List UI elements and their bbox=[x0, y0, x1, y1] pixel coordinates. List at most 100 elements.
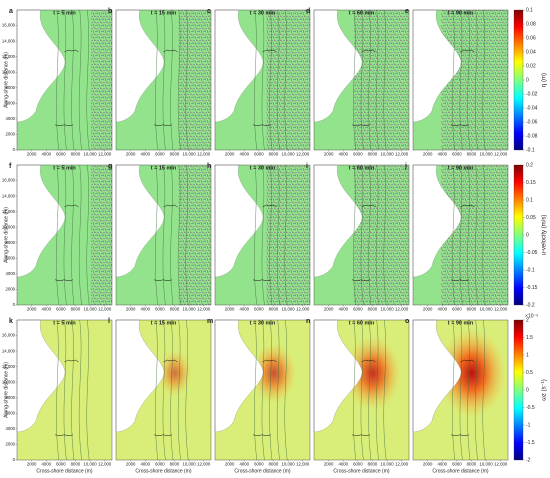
colorbar-label: u-velocity (m/s) bbox=[542, 215, 548, 256]
colorbar-tick-label: -0.15 bbox=[526, 285, 538, 291]
x-tick-label: 10,000 bbox=[479, 462, 493, 467]
x-tick-label: 6000 bbox=[353, 307, 363, 312]
contour bbox=[284, 9, 288, 151]
contour bbox=[459, 164, 463, 306]
contour bbox=[261, 319, 265, 461]
x-tick-label: 2000 bbox=[423, 462, 433, 467]
x-tick-label: 4000 bbox=[140, 152, 150, 157]
x-tick-label: 2000 bbox=[324, 462, 334, 467]
vorticity-patch bbox=[344, 335, 402, 412]
land bbox=[313, 164, 363, 278]
panel-frame bbox=[313, 164, 410, 306]
colorbar bbox=[513, 164, 524, 306]
contour bbox=[368, 319, 372, 461]
panel-label: i bbox=[306, 163, 308, 170]
x-tick-label: 12,000 bbox=[395, 152, 409, 157]
contour bbox=[63, 164, 67, 306]
panel-frame bbox=[412, 9, 509, 151]
reef-outline bbox=[153, 359, 178, 437]
contour bbox=[254, 9, 257, 151]
panel-label: k bbox=[9, 318, 13, 325]
y-tick-label: 12,000 bbox=[2, 54, 16, 59]
contour bbox=[162, 319, 166, 461]
x-tick-label: 2000 bbox=[27, 307, 37, 312]
x-tick-label: 2000 bbox=[225, 462, 235, 467]
y-tick-label: 0 bbox=[13, 147, 16, 152]
y-tick-label: 12,000 bbox=[2, 364, 16, 369]
x-tick-label: 8000 bbox=[368, 152, 378, 157]
x-tick-label: 6000 bbox=[56, 307, 66, 312]
contour bbox=[261, 164, 265, 306]
panel-frame bbox=[412, 319, 509, 461]
x-tick-label: 8000 bbox=[269, 307, 279, 312]
reef-outline bbox=[54, 204, 79, 282]
contour bbox=[276, 9, 280, 151]
x-tick-label: 6000 bbox=[254, 152, 264, 157]
panel-title: t = 5 min bbox=[53, 320, 76, 326]
contour bbox=[71, 319, 75, 461]
x-axis-label: Cross-shore distance (m) bbox=[432, 468, 488, 474]
x-tick-label: 2000 bbox=[126, 462, 136, 467]
land bbox=[16, 319, 66, 433]
colorbar-tick-label: 1 bbox=[526, 352, 529, 358]
x-tick-label: 2000 bbox=[423, 152, 433, 157]
x-tick-label: 4000 bbox=[338, 307, 348, 312]
y-tick-label: 0 bbox=[13, 457, 16, 462]
contour bbox=[482, 164, 486, 306]
contour bbox=[71, 9, 75, 151]
x-tick-label: 2000 bbox=[27, 152, 37, 157]
x-axis-label: Cross-shore distance (m) bbox=[333, 468, 389, 474]
panel-title: t = 15 min bbox=[151, 10, 177, 16]
reef-outline bbox=[153, 49, 178, 127]
panel-title: t = 15 min bbox=[151, 320, 177, 326]
land bbox=[16, 164, 66, 278]
y-tick-label: 10,000 bbox=[2, 224, 16, 229]
reef-outline bbox=[450, 204, 475, 282]
x-tick-label: 10,000 bbox=[83, 152, 97, 157]
x-axis-label: Cross-shore distance (m) bbox=[36, 468, 92, 474]
contour bbox=[86, 164, 90, 306]
panel-title: t = 30 min bbox=[250, 10, 276, 16]
contour bbox=[482, 319, 486, 461]
x-tick-label: 8000 bbox=[467, 307, 477, 312]
contour bbox=[170, 319, 174, 461]
x-tick-label: 4000 bbox=[41, 462, 51, 467]
contour bbox=[78, 319, 82, 461]
colorbar-tick-label: 0.15 bbox=[526, 180, 536, 186]
colorbar-tick-label: -0.5 bbox=[526, 405, 535, 411]
x-tick-label: 10,000 bbox=[479, 307, 493, 312]
contour bbox=[155, 164, 158, 306]
y-tick-label: 6000 bbox=[5, 100, 15, 105]
y-tick-label: 14,000 bbox=[2, 38, 16, 43]
x-tick-label: 4000 bbox=[41, 152, 51, 157]
x-tick-label: 4000 bbox=[437, 462, 447, 467]
x-tick-label: 2000 bbox=[225, 307, 235, 312]
x-tick-label: 8000 bbox=[467, 152, 477, 157]
land bbox=[115, 164, 165, 278]
noise bbox=[441, 165, 508, 305]
x-tick-label: 10,000 bbox=[479, 152, 493, 157]
x-tick-label: 8000 bbox=[170, 462, 180, 467]
contour bbox=[177, 164, 181, 306]
x-tick-label: 2000 bbox=[27, 462, 37, 467]
x-tick-label: 12,000 bbox=[494, 462, 508, 467]
x-tick-label: 8000 bbox=[368, 462, 378, 467]
x-tick-label: 8000 bbox=[368, 307, 378, 312]
x-tick-label: 2000 bbox=[126, 307, 136, 312]
panel-label: c bbox=[207, 8, 211, 15]
y-tick-label: 2000 bbox=[5, 132, 15, 137]
contour bbox=[474, 319, 478, 461]
x-tick-label: 12,000 bbox=[197, 307, 211, 312]
x-tick-label: 8000 bbox=[269, 462, 279, 467]
x-tick-label: 10,000 bbox=[182, 152, 196, 157]
colorbar-tick-label: 0.06 bbox=[526, 35, 536, 41]
panel-frame bbox=[16, 9, 113, 151]
y-tick-label: 8000 bbox=[5, 395, 15, 400]
x-tick-label: 4000 bbox=[140, 462, 150, 467]
colorbar-tick-label: 0.05 bbox=[526, 215, 536, 221]
land bbox=[313, 9, 363, 123]
x-tick-label: 12,000 bbox=[197, 152, 211, 157]
y-tick-label: 0 bbox=[13, 302, 16, 307]
colorbar-tick-label: 0 bbox=[526, 387, 529, 393]
contour bbox=[360, 319, 364, 461]
